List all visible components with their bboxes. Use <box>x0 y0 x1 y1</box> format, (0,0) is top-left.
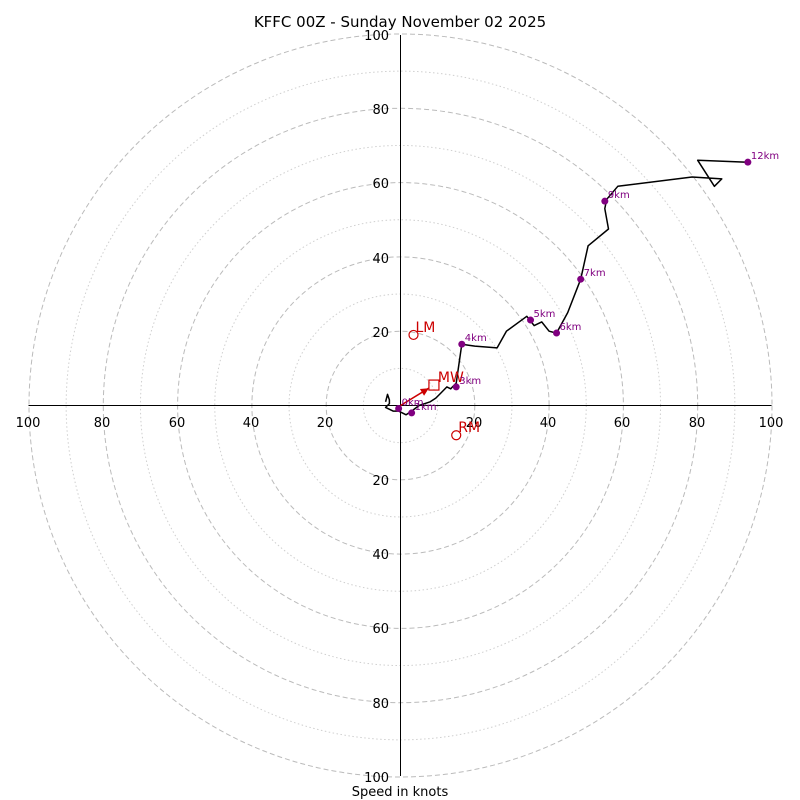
rm-marker <box>451 430 462 441</box>
tick-bottom-40: 40 <box>372 548 389 563</box>
tick-top-20: 20 <box>372 326 389 341</box>
tick-top-80: 80 <box>372 103 389 118</box>
tick-left-80: 80 <box>94 416 111 431</box>
mean-wind-arrowhead <box>419 388 429 396</box>
x-axis-label: Speed in knots <box>352 785 449 800</box>
mw-label: MW <box>438 370 464 386</box>
height-label-1km: 1km <box>415 402 437 413</box>
height-marker-9km <box>601 197 609 205</box>
height-marker-3km <box>452 383 460 391</box>
tick-top-60: 60 <box>372 177 389 192</box>
storm-motion-group: MW LM RM <box>400 320 480 441</box>
tick-left-60: 60 <box>169 416 186 431</box>
height-marker-5km <box>527 316 535 324</box>
tick-bottom-60: 60 <box>372 622 389 637</box>
tick-bottom-20: 20 <box>372 474 389 489</box>
height-marker-7km <box>577 275 585 283</box>
tick-left-40: 40 <box>243 416 260 431</box>
height-marker-1km <box>408 409 416 417</box>
tick-bottom-80: 80 <box>372 697 389 712</box>
height-label-7km: 7km <box>584 268 606 279</box>
chart-labels: KFFC 00Z - Sunday November 02 2025 Speed… <box>254 13 546 800</box>
chart-title: KFFC 00Z - Sunday November 02 2025 <box>254 13 546 31</box>
tick-top-40: 40 <box>372 252 389 267</box>
lm-label: LM <box>416 320 436 336</box>
height-label-3km: 3km <box>459 376 481 387</box>
tick-top-100: 100 <box>364 29 389 44</box>
trace-gap <box>730 168 737 175</box>
grid-ring-major <box>28 33 773 778</box>
mw-marker <box>428 379 440 391</box>
tick-right-60: 60 <box>614 416 631 431</box>
tick-labels: 100 80 60 40 20 20 40 60 80 100 20 40 60… <box>16 29 784 786</box>
tick-left-20: 20 <box>317 416 334 431</box>
tick-right-80: 80 <box>689 416 706 431</box>
tick-right-20: 20 <box>466 416 483 431</box>
height-marker-0km <box>395 404 403 412</box>
rm-label: RM <box>458 420 480 436</box>
tick-right-40: 40 <box>540 416 557 431</box>
height-label-5km: 5km <box>534 309 556 320</box>
height-marker-4km <box>458 340 466 348</box>
height-label-0km: 0km <box>402 397 424 408</box>
height-label-12km: 12km <box>751 151 779 162</box>
tick-right-100: 100 <box>759 416 784 431</box>
height-marker-12km <box>744 158 752 166</box>
height-label-6km: 6km <box>560 322 582 333</box>
lm-marker <box>408 329 419 341</box>
tick-left-100: 100 <box>16 416 41 431</box>
height-marker-6km <box>553 329 561 337</box>
height-label-9km: 9km <box>608 190 630 201</box>
tick-bottom-100: 100 <box>364 771 389 786</box>
height-label-4km: 4km <box>465 333 487 344</box>
